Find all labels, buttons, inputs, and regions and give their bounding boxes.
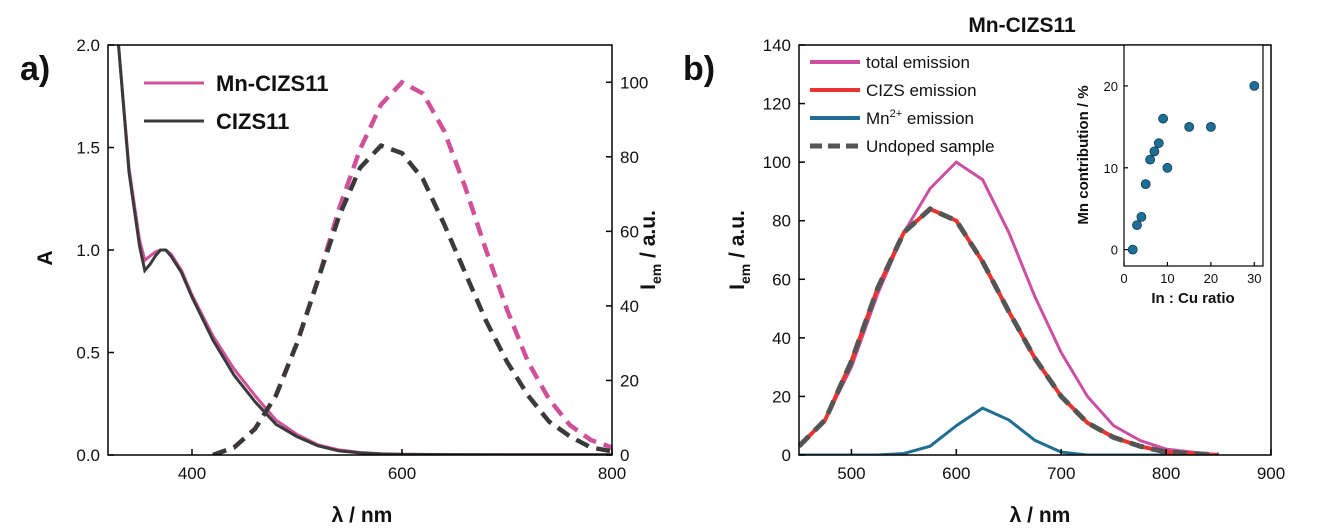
a-y2-tick-label: 0 (620, 446, 629, 465)
a-x-tick-label: 800 (598, 464, 626, 483)
inset-x-tick-label: 20 (1204, 271, 1218, 286)
a-x-tick-label: 400 (178, 464, 206, 483)
a-y2-title-main: I (637, 284, 660, 290)
b-legend-label-3: Undoped sample (866, 137, 995, 156)
inset-y-tick-label: 20 (1104, 79, 1118, 94)
inset-point (1136, 211, 1147, 222)
b-y-tick-label: 60 (772, 270, 791, 289)
b-y-tick-label: 100 (763, 153, 791, 172)
b-y-title-main: I (726, 284, 749, 290)
a-y2-tick-label: 100 (620, 73, 648, 92)
inset-point (1162, 162, 1173, 173)
inset: 0 10 20 0 10 20 30 In : Cu ratio Mn contribution… (1075, 44, 1264, 307)
inset-x-tick-label: 0 (1120, 271, 1127, 286)
b-legend-label-0: total emission (866, 53, 970, 72)
inset-point (1249, 81, 1260, 91)
b-x-tick-label: 800 (1152, 464, 1180, 483)
inset-point (1127, 244, 1138, 255)
absorption-line-0 (117, 45, 612, 455)
b-y-title-sub: em (737, 264, 753, 284)
panel-a: 0.0 0.5 1.0 1.5 2.0 0 20 40 60 80 100 400 600 800 λ / … (20, 36, 664, 527)
b-y-tick-label: 40 (772, 329, 791, 348)
inset-point (1145, 154, 1155, 165)
inset-x-tick-label: 30 (1247, 271, 1261, 286)
emission-line-0 (212, 79, 612, 455)
b-series-line-3 (799, 206, 1219, 455)
inset-point (1184, 122, 1195, 132)
inset-point (1158, 113, 1168, 124)
inset-y-tick-label: 10 (1104, 161, 1118, 176)
b-y-tick-label: 140 (763, 36, 791, 55)
a-y-tick-label: 0.5 (76, 344, 100, 363)
b-y-tick-label: 20 (772, 387, 791, 406)
inset-point (1153, 138, 1164, 149)
b-series-line-2 (799, 406, 1219, 455)
b-x-tick-label: 900 (1257, 464, 1285, 483)
b-x-tick-label: 700 (1047, 464, 1075, 483)
a-y2-tick-label: 20 (620, 371, 639, 390)
a-legend-label-1: CIZS11 (216, 109, 289, 134)
inset-point (1132, 220, 1142, 231)
emission-line-1 (212, 142, 612, 455)
b-legend-rest: emission (902, 109, 974, 128)
b-y-axis-title: Iem / a.u. (726, 210, 753, 290)
panel-a-frame (107, 44, 613, 456)
a-x-tick-label: 600 (388, 464, 416, 483)
panel-b-frame (798, 44, 1272, 456)
a-y2-tick-label: 60 (620, 222, 639, 241)
inset-point (1149, 146, 1160, 157)
panel-label-a: a) (20, 50, 50, 88)
a-y-tick-label: 0.0 (76, 446, 100, 465)
b-legend-main: Mn (866, 109, 890, 128)
a-y-tick-label: 1.5 (76, 139, 100, 158)
a-y2-title-rest: / a.u. (637, 210, 660, 264)
absorption-line-1 (117, 45, 612, 455)
b-x-tick-label: 500 (837, 464, 865, 483)
inset-x-tick-label: 10 (1160, 271, 1174, 286)
b-y-tick-label: 120 (763, 95, 791, 114)
inset-frame (1123, 44, 1264, 267)
a-y2-tick-label: 40 (620, 297, 639, 316)
inset-point (1206, 122, 1216, 132)
inset-y-tick-label: 0 (1111, 243, 1118, 258)
a-x-axis-title: λ / nm (332, 504, 393, 527)
a-y2-tick-label: 80 (620, 148, 639, 167)
a-y-axis-title: A (34, 250, 57, 265)
inset-y-axis-title: Mn contribution / % (1075, 85, 1092, 224)
b-y-tick-label: 80 (772, 212, 791, 231)
b-y-tick-label: 0 (782, 446, 791, 465)
b-legend-sup: 2+ (890, 108, 903, 120)
a-legend-label-0: Mn-CIZS11 (216, 71, 328, 96)
a-y-tick-label: 2.0 (76, 36, 100, 55)
panel-label-b: b) (683, 50, 715, 88)
b-legend-label-2: Mn2+ emission (866, 108, 974, 128)
a-y-tick-label: 1.0 (76, 241, 100, 260)
b-x-tick-label: 600 (942, 464, 970, 483)
inset-x-axis-title: In : Cu ratio (1151, 290, 1234, 307)
b-y-title-rest: / a.u. (726, 210, 749, 264)
inset-point (1140, 179, 1151, 190)
b-chart-title: Mn-CIZS11 (968, 14, 1076, 37)
b-x-axis-title: λ / nm (1010, 504, 1071, 527)
a-y2-title-sub: em (648, 264, 664, 284)
a-y2-axis-title: Iem / a.u. (637, 210, 664, 290)
b-legend-label-1: CIZS emission (866, 81, 977, 100)
